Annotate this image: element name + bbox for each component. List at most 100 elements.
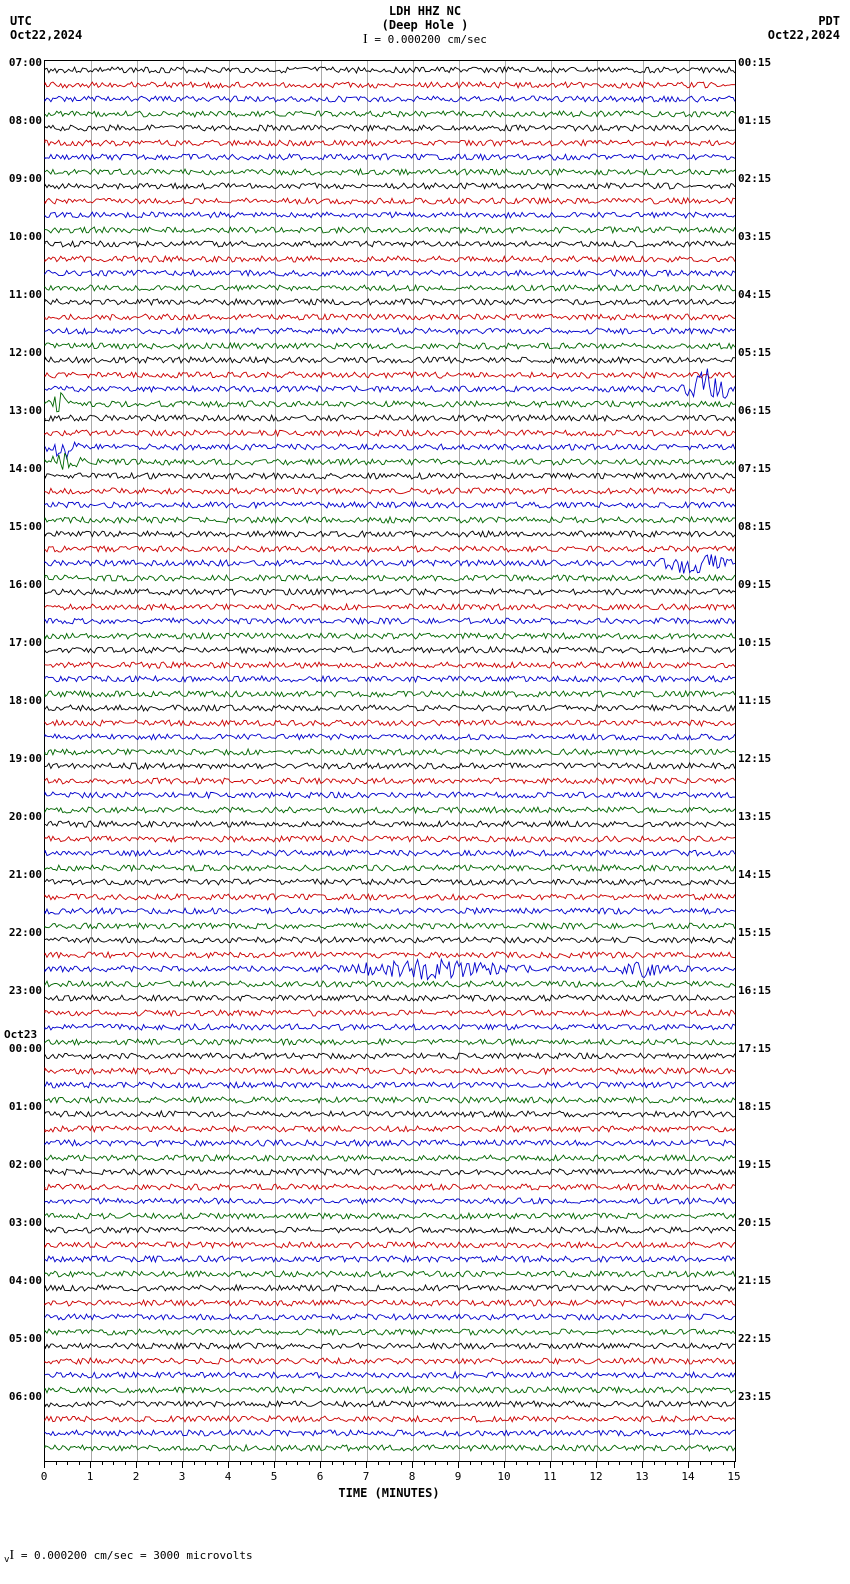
x-tick-label: 8 (409, 1470, 416, 1483)
seismic-trace (45, 687, 735, 701)
seismic-trace (45, 1165, 735, 1179)
station-subtitle: (Deep Hole ) (0, 18, 850, 32)
seismic-trace (45, 107, 735, 121)
x-tick-minor (723, 1462, 724, 1465)
seismic-trace (45, 455, 735, 469)
seismic-trace (45, 527, 735, 541)
seismic-trace (45, 774, 735, 788)
seismic-trace (45, 179, 735, 193)
seismic-trace (45, 426, 735, 440)
utc-time-label: 19:00 (0, 752, 42, 765)
x-tick-label: 2 (133, 1470, 140, 1483)
seismic-trace (45, 440, 735, 454)
pdt-time-label: 17:15 (738, 1042, 771, 1055)
station-title: LDH HHZ NC (0, 0, 850, 18)
x-tick-minor (435, 1462, 436, 1465)
x-tick-minor (516, 1462, 517, 1465)
seismogram-container: UTC Oct22,2024 PDT Oct22,2024 LDH HHZ NC… (0, 0, 850, 1584)
seismic-trace (45, 643, 735, 657)
seismic-trace (45, 672, 735, 686)
x-tick-minor (159, 1462, 160, 1465)
seismic-trace (45, 962, 735, 976)
seismic-trace (45, 266, 735, 280)
seismic-trace (45, 1368, 735, 1382)
seismic-trace (45, 1078, 735, 1092)
x-tick (504, 1462, 505, 1468)
seismic-trace (45, 1252, 735, 1266)
seismic-trace (45, 832, 735, 846)
x-tick-minor (481, 1462, 482, 1465)
seismic-trace (45, 629, 735, 643)
pdt-time-label: 04:15 (738, 288, 771, 301)
x-tick-minor (205, 1462, 206, 1465)
seismic-trace (45, 556, 735, 570)
seismic-trace (45, 861, 735, 875)
x-tick-minor (654, 1462, 655, 1465)
pdt-time-label: 07:15 (738, 462, 771, 475)
x-tick-minor (378, 1462, 379, 1465)
x-tick-minor (56, 1462, 57, 1465)
seismic-trace (45, 614, 735, 628)
pdt-time-label: 08:15 (738, 520, 771, 533)
x-tick-minor (171, 1462, 172, 1465)
x-tick-minor (286, 1462, 287, 1465)
x-tick-minor (148, 1462, 149, 1465)
pdt-time-label: 20:15 (738, 1216, 771, 1229)
utc-time-label: 03:00 (0, 1216, 42, 1229)
seismic-trace (45, 237, 735, 251)
pdt-time-label: 21:15 (738, 1274, 771, 1287)
utc-time-label: 15:00 (0, 520, 42, 533)
x-tick-minor (573, 1462, 574, 1465)
scale-bar-icon: I (363, 32, 368, 47)
seismic-trace (45, 1122, 735, 1136)
left-date: Oct22,2024 (10, 28, 82, 42)
seismic-trace (45, 904, 735, 918)
seismic-trace (45, 382, 735, 396)
utc-time-label: 23:00 (0, 984, 42, 997)
x-tick-label: 12 (589, 1470, 602, 1483)
x-tick-minor (493, 1462, 494, 1465)
x-tick-minor (297, 1462, 298, 1465)
seismic-trace (45, 1310, 735, 1324)
pdt-time-label: 03:15 (738, 230, 771, 243)
pdt-time-label: 16:15 (738, 984, 771, 997)
utc-time-label: 12:00 (0, 346, 42, 359)
seismic-trace (45, 658, 735, 672)
x-tick-minor (401, 1462, 402, 1465)
footer-scale: vI = 0.000200 cm/sec = 3000 microvolts (4, 1548, 253, 1565)
seismic-trace (45, 701, 735, 715)
seismic-trace (45, 745, 735, 759)
x-tick-label: 5 (271, 1470, 278, 1483)
seismic-trace (45, 977, 735, 991)
x-tick-label: 6 (317, 1470, 324, 1483)
seismic-trace (45, 817, 735, 831)
x-tick (458, 1462, 459, 1468)
x-tick-minor (263, 1462, 264, 1465)
utc-time-label: 22:00 (0, 926, 42, 939)
x-tick-label: 15 (727, 1470, 740, 1483)
seismic-trace (45, 1397, 735, 1411)
seismic-trace (45, 281, 735, 295)
utc-time-label: 21:00 (0, 868, 42, 881)
right-timezone-block: PDT Oct22,2024 (768, 14, 840, 42)
pdt-time-label: 23:15 (738, 1390, 771, 1403)
right-date: Oct22,2024 (768, 28, 840, 42)
x-tick-minor (113, 1462, 114, 1465)
x-tick-minor (355, 1462, 356, 1465)
pdt-time-label: 09:15 (738, 578, 771, 591)
left-tz: UTC (10, 14, 82, 28)
seismic-trace (45, 846, 735, 860)
x-tick-minor (251, 1462, 252, 1465)
x-axis-title: TIME (MINUTES) (44, 1486, 734, 1500)
x-tick-label: 7 (363, 1470, 370, 1483)
seismic-trace (45, 498, 735, 512)
utc-time-label: 16:00 (0, 578, 42, 591)
x-tick-minor (700, 1462, 701, 1465)
pdt-time-label: 22:15 (738, 1332, 771, 1345)
pdt-time-label: 19:15 (738, 1158, 771, 1171)
pdt-time-label: 06:15 (738, 404, 771, 417)
pdt-time-label: 02:15 (738, 172, 771, 185)
x-tick-minor (539, 1462, 540, 1465)
seismic-trace (45, 759, 735, 773)
pdt-time-label: 14:15 (738, 868, 771, 881)
